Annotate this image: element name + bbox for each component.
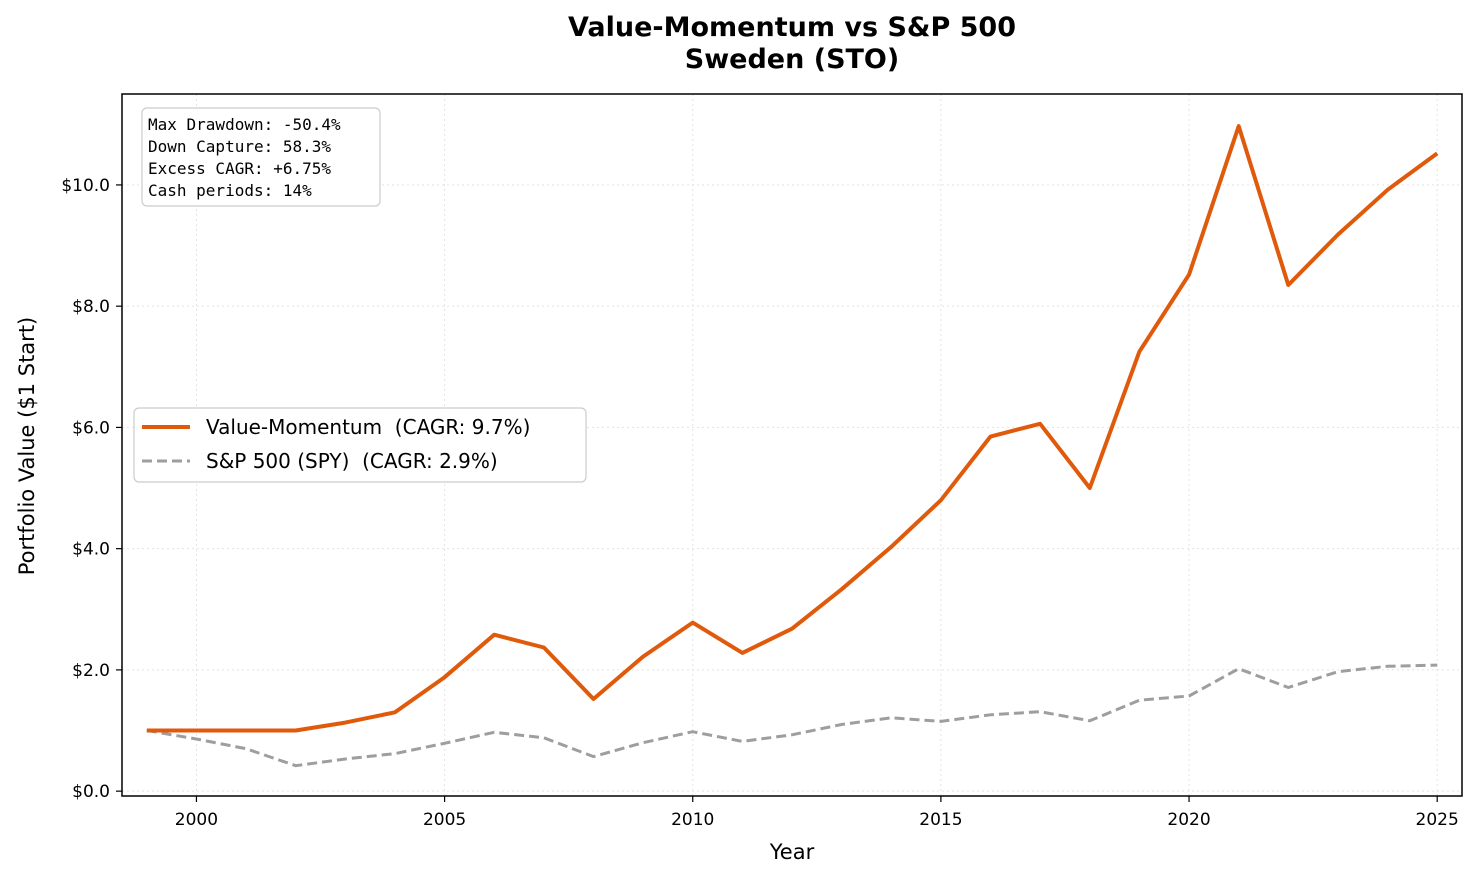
chart-subtitle: Sweden (STO)	[685, 44, 899, 75]
y-axis-label: Portfolio Value ($1 Start)	[15, 317, 39, 576]
plot-frame	[121, 93, 1463, 797]
series-line-sp500	[146, 663, 1438, 768]
stats-max-drawdown: Max Drawdown: -50.4%	[148, 115, 341, 134]
x-tick-label: 2015	[919, 810, 962, 830]
legend-label-value-momentum: Value-Momentum (CAGR: 9.7%)	[206, 415, 530, 439]
stats-box: Max Drawdown: -50.4% Down Capture: 58.3%…	[141, 107, 381, 207]
y-tick-label: $6.0	[72, 418, 110, 438]
legend-frame	[133, 407, 587, 483]
stats-box-frame	[141, 107, 381, 207]
y-tick-label: $8.0	[72, 297, 110, 317]
x-tick-label: 2025	[1416, 810, 1459, 830]
chart-title: Value-Momentum vs S&P 500	[568, 12, 1016, 43]
stats-excess-cagr: Excess CAGR: +6.75%	[148, 159, 331, 178]
x-tick-label: 2010	[671, 810, 714, 830]
y-tick-label: $10.0	[61, 176, 110, 196]
x-axis-label: Year	[769, 840, 815, 864]
series-lines	[146, 124, 1439, 768]
stats-cash-periods: Cash periods: 14%	[148, 181, 312, 200]
legend-label-sp500: S&P 500 (SPY) (CAGR: 2.9%)	[206, 449, 498, 473]
y-axis-ticks: $0.0 $2.0 $4.0 $6.0 $8.0 $10.0	[61, 176, 122, 802]
legend: Value-Momentum (CAGR: 9.7%) S&P 500 (SPY…	[133, 407, 587, 483]
stats-down-capture: Down Capture: 58.3%	[148, 137, 331, 156]
series-line-value-momentum	[146, 124, 1439, 733]
x-tick-label: 2020	[1167, 810, 1210, 830]
y-tick-label: $2.0	[72, 661, 110, 681]
x-tick-label: 2000	[175, 810, 218, 830]
x-tick-label: 2005	[423, 810, 466, 830]
x-axis-ticks: 2000 2005 2010 2015 2020 2025	[175, 796, 1459, 830]
y-tick-label: $0.0	[72, 782, 110, 802]
y-tick-label: $4.0	[72, 540, 110, 560]
